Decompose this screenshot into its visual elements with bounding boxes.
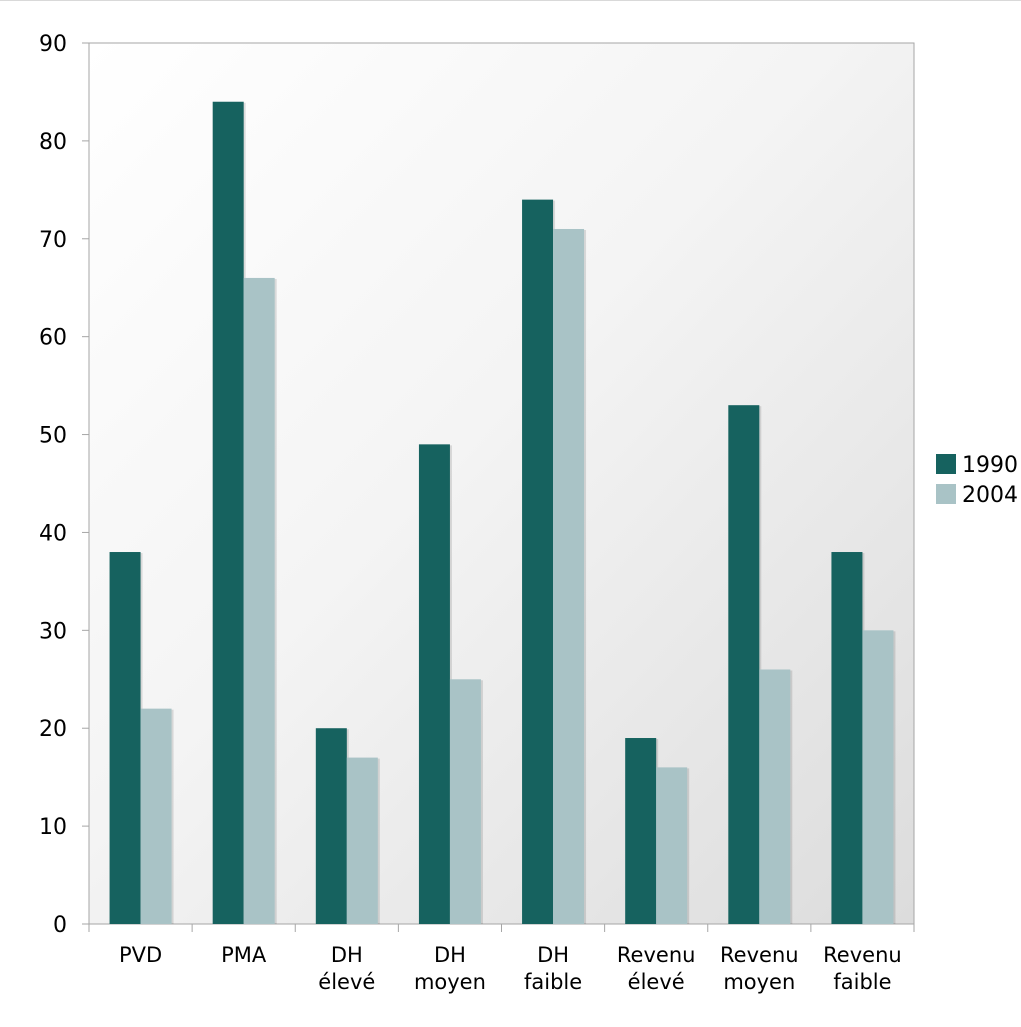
x-tick-label-line: moyen	[723, 970, 795, 994]
x-tick-label-line: PMA	[221, 943, 267, 967]
x-tick-label-line: PVD	[119, 943, 162, 967]
bar-2004-1	[243, 277, 275, 924]
bar-2004-2	[346, 757, 378, 924]
bar-2004-3	[449, 679, 481, 924]
y-tick-label: 30	[39, 619, 67, 644]
y-tick-label: 0	[53, 913, 67, 938]
x-tick-label: Revenu élevé	[617, 943, 696, 994]
bar-1990-2	[315, 728, 347, 924]
x-tick-label-line: DH	[537, 943, 569, 967]
x-tick-label-line: élevé	[318, 970, 375, 994]
x-tick-label-line: moyen	[414, 970, 486, 994]
bar-2004-7	[862, 630, 894, 924]
y-tick-label: 90	[39, 32, 67, 57]
x-tick-label: DH faible	[524, 943, 582, 994]
legend-label: 1990	[962, 453, 1018, 478]
x-tick-label: DH élevé	[318, 943, 375, 994]
x-tick-label-line: Revenu	[720, 943, 799, 967]
legend: 1990 2004	[936, 453, 1018, 508]
x-tick-label-line: élevé	[628, 970, 685, 994]
x-tick-label-line: Revenu	[617, 943, 696, 967]
bars	[109, 101, 896, 925]
y-tick-label: 10	[39, 815, 67, 840]
x-tick-label: Revenu moyen	[720, 943, 799, 994]
bar-1990-0	[109, 552, 141, 924]
bar-1990-6	[728, 405, 760, 924]
y-axis: 0 10 20 30 40 50 60 70 80 90	[39, 32, 89, 938]
y-tick-label: 80	[39, 130, 67, 155]
bar-1990-1	[212, 101, 244, 924]
y-tick-label: 50	[39, 424, 67, 449]
bar-2004-0	[140, 708, 172, 924]
x-tick-label-line: faible	[524, 970, 582, 994]
x-tick-label-line: faible	[833, 970, 891, 994]
bar-2004-5	[656, 767, 688, 924]
x-tick-label: PMA	[221, 943, 267, 967]
x-tick-label: PVD	[119, 943, 162, 967]
legend-label: 2004	[962, 483, 1018, 508]
x-tick-label: DH moyen	[414, 943, 486, 994]
bar-1990-3	[418, 444, 450, 924]
bar-1990-7	[831, 552, 863, 924]
bar-2004-4	[553, 228, 585, 924]
bar-1990-5	[625, 738, 657, 924]
x-tick-label-line: Revenu	[823, 943, 902, 967]
x-tick-label-line: DH	[331, 943, 363, 967]
y-tick-label: 70	[39, 228, 67, 253]
y-tick-label: 60	[39, 326, 67, 351]
x-tick-label: Revenu faible	[823, 943, 902, 994]
y-tick-label: 20	[39, 717, 67, 742]
y-tick-label: 40	[39, 521, 67, 546]
legend-swatch-2004	[936, 484, 956, 504]
x-tick-label-line: DH	[434, 943, 466, 967]
bar-2004-6	[759, 669, 791, 924]
legend-swatch-1990	[936, 454, 956, 474]
bar-1990-4	[522, 199, 554, 925]
